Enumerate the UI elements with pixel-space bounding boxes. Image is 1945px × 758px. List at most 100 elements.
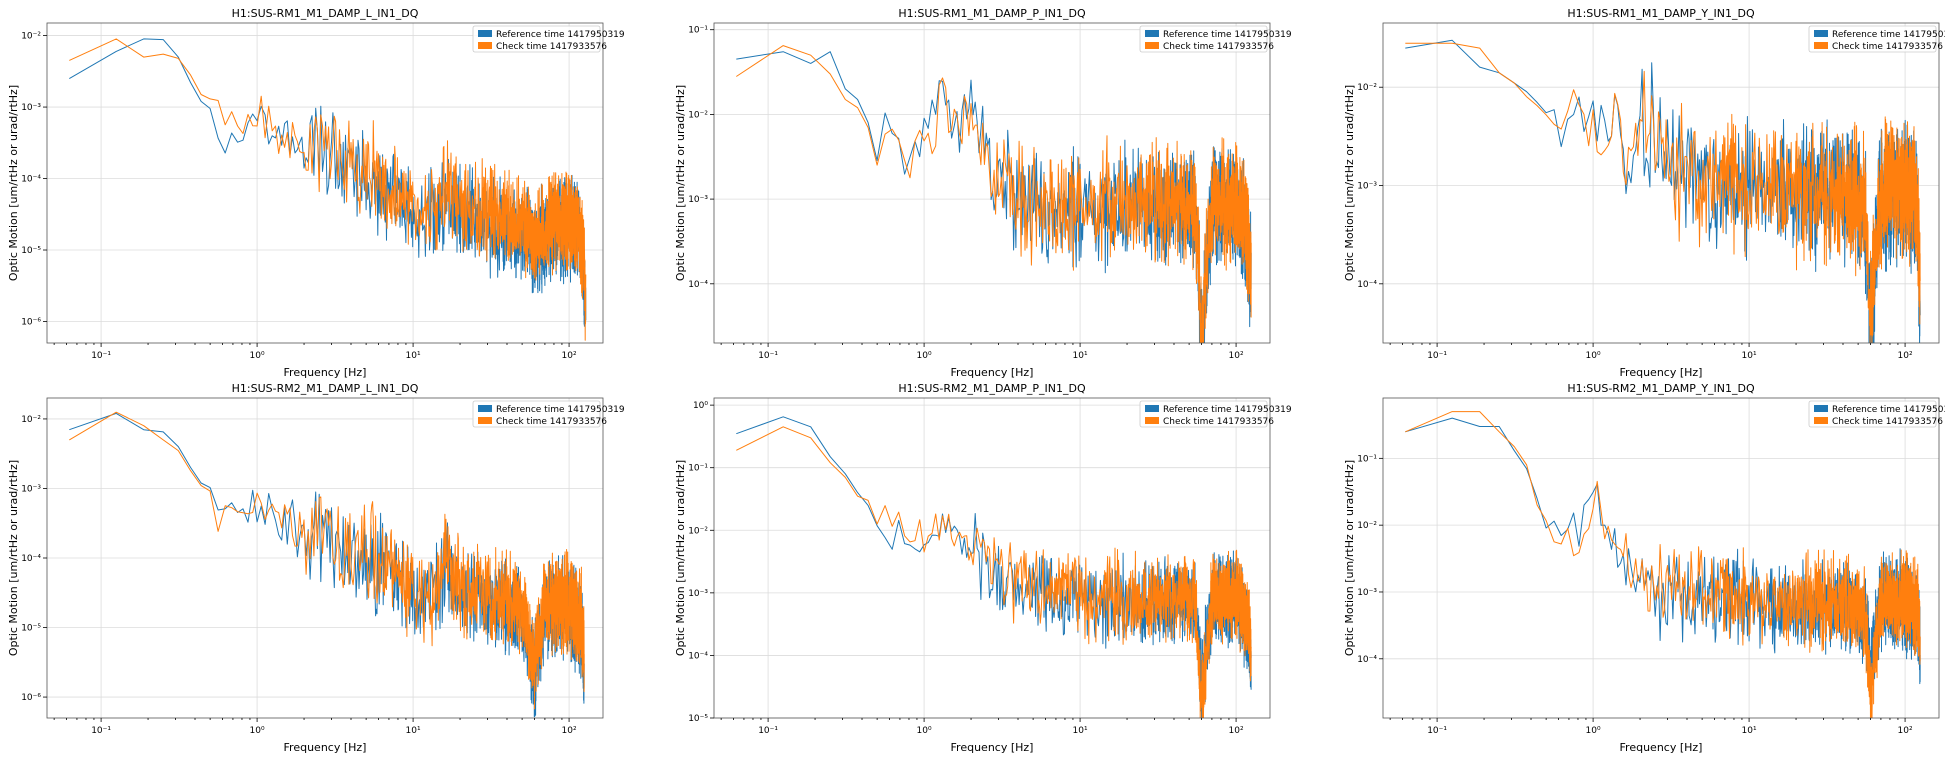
axes-frame [1382,22,1940,344]
legend-label: Reference time 1417950319 [1163,405,1292,415]
subplot-rm2-l: 10⁻¹ 10⁰ 10¹ 10² 10⁻⁶ 10⁻⁵ 10⁻⁴ 10⁻³ 10⁻² H1:SUS-… [7,382,625,754]
y-tick-label: 10⁻³ [688,589,708,599]
chart-title: H1:SUS-RM1_M1_DAMP_L_IN1_DQ [232,7,419,20]
x-tick-label: 10⁰ [917,351,932,361]
series-line [1405,411,1921,718]
x-axis-label: Frequency [Hz] [951,366,1034,379]
legend-swatch [1145,30,1159,37]
y-tick-label: 10⁻³ [1357,182,1377,192]
x-tick-label: 10⁰ [1586,351,1601,361]
y-tick-label: 10⁻⁴ [21,175,41,185]
y-tick-label: 10⁻³ [21,103,41,113]
grid [1383,23,1939,343]
axes-frame [713,397,1271,719]
legend-swatch [1814,405,1828,412]
plot-area [1405,411,1921,718]
chart-title: H1:SUS-RM2_M1_DAMP_L_IN1_DQ [232,382,419,395]
x-tick-label: 10⁰ [250,351,265,361]
x-tick-label: 10² [1898,726,1913,736]
y-tick-label: 10⁻² [21,415,41,425]
plot-area [1405,39,1921,343]
grid [47,23,603,343]
y-tick-label: 10⁻² [688,526,708,536]
x-tick-label: 10⁻¹ [1427,351,1447,361]
y-tick-label: 10⁻² [688,110,708,120]
series-line [69,38,587,327]
y-tick-label: 10⁻³ [1357,588,1377,598]
y-tick-label: 10⁻² [1357,521,1377,531]
chart-title: H1:SUS-RM2_M1_DAMP_P_IN1_DQ [898,382,1086,395]
y-tick-label: 10⁻⁴ [21,554,41,564]
legend-swatch [1814,42,1828,49]
x-tick-label: 10² [1229,351,1244,361]
subplot-rm2-y: 10⁻¹ 10⁰ 10¹ 10² 10⁻⁴ 10⁻³ 10⁻² 10⁻¹ H1:SUS-RM2_… [1343,382,1945,754]
legend-box [1139,25,1268,53]
y-tick-label: 10⁻³ [688,195,708,205]
y-tick-label: 10⁻³ [21,484,41,494]
y-tick-label: 10⁻⁵ [21,246,41,256]
x-tick-label: 10⁰ [250,726,265,736]
y-tick-label: 10⁻⁴ [688,651,708,661]
x-tick-label: 10² [562,351,577,361]
legend: Reference time 1417950319 Check time 1417… [1139,400,1292,428]
x-tick-label: 10² [1229,726,1244,736]
y-tick-label: 10⁻¹ [1357,454,1377,464]
series-line [736,416,1252,718]
axes-frame [713,22,1271,344]
series-line [1405,42,1921,343]
legend-label: Check time 1417933576 [1163,42,1274,52]
y-tick-label: 10⁻⁴ [688,280,708,290]
x-tick-label: 10¹ [1742,726,1757,736]
plot-area [69,38,587,341]
y-axis-label: Optic Motion [um/rtHz or urad/rtHz] [674,460,687,656]
legend-swatch [478,42,492,49]
plot-area [736,416,1252,718]
legend-box [472,400,601,428]
legend: Reference time 1417950319 Check time 1417… [472,25,625,53]
x-tick-label: 10¹ [1073,726,1088,736]
legend-swatch [478,417,492,424]
legend-box [1808,25,1937,53]
y-tick-label: 10⁰ [693,401,708,411]
series-line [69,411,585,710]
legend: Reference time 1417950319 Check time 1417… [1808,400,1945,428]
x-tick-label: 10⁰ [917,726,932,736]
legend-label: Reference time 1417950319 [496,30,625,40]
y-tick-label: 10⁻⁶ [21,317,41,327]
legend-swatch [1145,42,1159,49]
plot-area [736,45,1252,343]
series-line [736,426,1252,718]
chart-title: H1:SUS-RM2_M1_DAMP_Y_IN1_DQ [1567,382,1755,395]
legend-swatch [1145,405,1159,412]
legend-swatch [1814,417,1828,424]
x-tick-label: 10⁰ [1586,726,1601,736]
legend-label: Check time 1417933576 [1832,42,1943,52]
axes-frame [1382,397,1940,719]
axes-frame [46,22,604,344]
series-line [736,45,1252,343]
x-tick-label: 10¹ [406,726,421,736]
legend-swatch [1814,30,1828,37]
legend-label: Check time 1417933576 [496,42,607,52]
y-axis-label: Optic Motion [um/rtHz or urad/rtHz] [7,460,20,656]
x-tick-label: 10⁻¹ [1427,726,1447,736]
legend-label: Check time 1417933576 [496,417,607,427]
y-tick-label: 10⁻² [21,32,41,42]
legend: Reference time 1417950319 Check time 1417… [472,400,625,428]
y-tick-label: 10⁻⁵ [21,624,41,634]
y-axis-label: Optic Motion [um/rtHz or urad/rtHz] [1343,460,1356,656]
legend-swatch [478,30,492,37]
legend-label: Reference time 1417950319 [1163,30,1292,40]
legend: Reference time 1417950319 Check time 1417… [1139,25,1292,53]
chart-title: H1:SUS-RM1_M1_DAMP_P_IN1_DQ [898,7,1086,20]
legend-box [1139,400,1268,428]
plot-area [69,411,585,718]
subplot-rm1-p: 10⁻¹ 10⁰ 10¹ 10² 10⁻⁴ 10⁻³ 10⁻² 10⁻¹ H1:SUS-RM1_… [674,7,1292,379]
series-line [69,412,585,718]
legend: Reference time 1417950319 Check time 1417… [1808,25,1945,53]
legend-swatch [478,405,492,412]
legend-box [1808,400,1937,428]
y-axis-label: Optic Motion [um/rtHz or urad/rtHz] [7,85,20,281]
y-tick-label: 10⁻⁶ [21,693,41,703]
